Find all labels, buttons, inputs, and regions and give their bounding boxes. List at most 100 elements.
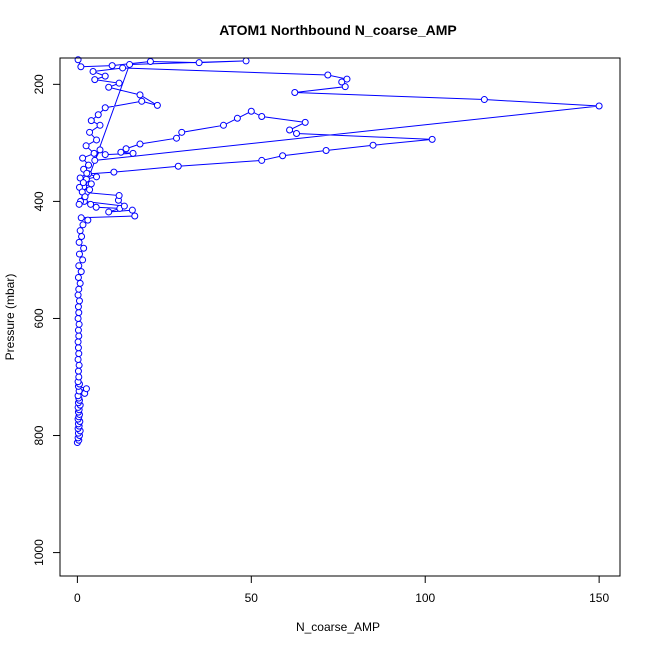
data-point [247, 107, 255, 115]
data-point [128, 206, 136, 214]
chart-title: ATOM1 Northbound N_coarse_AMP [219, 22, 457, 38]
data-point [115, 192, 123, 200]
x-axis: 0 50 100 150 [74, 576, 609, 605]
x-axis-label: N_coarse_AMP [296, 620, 380, 634]
data-point [293, 130, 301, 138]
data-point [324, 71, 332, 79]
data-point [174, 162, 182, 170]
data-point [75, 200, 83, 208]
data-point [126, 60, 134, 68]
data-point [279, 152, 287, 160]
data-point [108, 62, 116, 70]
data-point [74, 314, 82, 322]
data-point [79, 221, 87, 229]
data-point [79, 154, 87, 162]
data-point [178, 128, 186, 136]
data-point [105, 83, 113, 91]
data-point [74, 338, 82, 346]
data-point [83, 169, 91, 177]
data-point [129, 149, 137, 157]
data-point [101, 104, 109, 112]
data-point [117, 148, 125, 156]
data-point [79, 256, 87, 264]
plot-frame [59, 57, 621, 577]
y-tick-label: 1000 [32, 539, 46, 566]
data-point [115, 79, 123, 87]
x-tick-label: 100 [415, 591, 435, 605]
data-point [286, 126, 294, 134]
data-point [86, 128, 94, 136]
data-point [369, 141, 377, 149]
data-point [87, 200, 95, 208]
data-point [428, 135, 436, 143]
data-point [90, 149, 98, 157]
data-point [93, 173, 101, 181]
data-point [131, 212, 139, 220]
data-point [291, 89, 299, 97]
data-point [195, 59, 203, 67]
data-point [301, 118, 309, 126]
data-point [338, 78, 346, 86]
data-point [74, 291, 82, 299]
y-axis-label: Pressure (mbar) [3, 274, 17, 361]
data-point [75, 361, 83, 369]
data-point [74, 273, 82, 281]
x-tick-label: 0 [74, 591, 81, 605]
data-point [74, 303, 82, 311]
data-point [76, 279, 84, 287]
data-point [76, 227, 84, 235]
data-point [119, 64, 127, 72]
data-point [258, 113, 266, 121]
data-point [219, 121, 227, 129]
data-point [122, 145, 130, 153]
data-point [75, 297, 83, 305]
data-point [146, 58, 154, 66]
data-point [136, 140, 144, 148]
y-tick-label: 200 [32, 74, 46, 94]
data-point [75, 350, 83, 358]
data-point [75, 285, 83, 293]
data-point [74, 344, 82, 352]
data-point [94, 111, 102, 119]
data-point [138, 97, 146, 105]
data-point [75, 238, 83, 246]
data-point [92, 203, 100, 211]
data-point [75, 309, 83, 317]
data-point [242, 57, 250, 65]
data-point [87, 117, 95, 125]
data-point [173, 134, 181, 142]
data-point [96, 121, 104, 129]
data-point [93, 136, 101, 144]
plot-area [73, 56, 603, 447]
data-point [120, 202, 128, 210]
data-point [77, 63, 85, 71]
data-point [322, 146, 330, 154]
data-point [84, 216, 92, 224]
data-point [75, 332, 83, 340]
data-point [81, 193, 89, 201]
data-point [82, 385, 90, 393]
data-point [105, 208, 113, 216]
data-point [258, 156, 266, 164]
data-point [74, 326, 82, 334]
data-point [153, 101, 161, 109]
y-tick-label: 800 [32, 425, 46, 445]
data-point [74, 355, 82, 363]
y-axis: 200 400 600 800 1000 [32, 74, 60, 566]
y-tick-label: 600 [32, 308, 46, 328]
data-point [80, 244, 88, 252]
data-point [91, 76, 99, 84]
data-point [79, 179, 87, 187]
data-point [85, 161, 93, 169]
data-point [76, 174, 84, 182]
data-point [77, 268, 85, 276]
data-point [480, 96, 488, 104]
data-point [87, 180, 95, 188]
data-point [75, 250, 83, 258]
data-point [89, 67, 97, 75]
data-point [101, 151, 109, 159]
data-point [77, 214, 85, 222]
data-point [343, 75, 351, 83]
data-point [101, 72, 109, 80]
